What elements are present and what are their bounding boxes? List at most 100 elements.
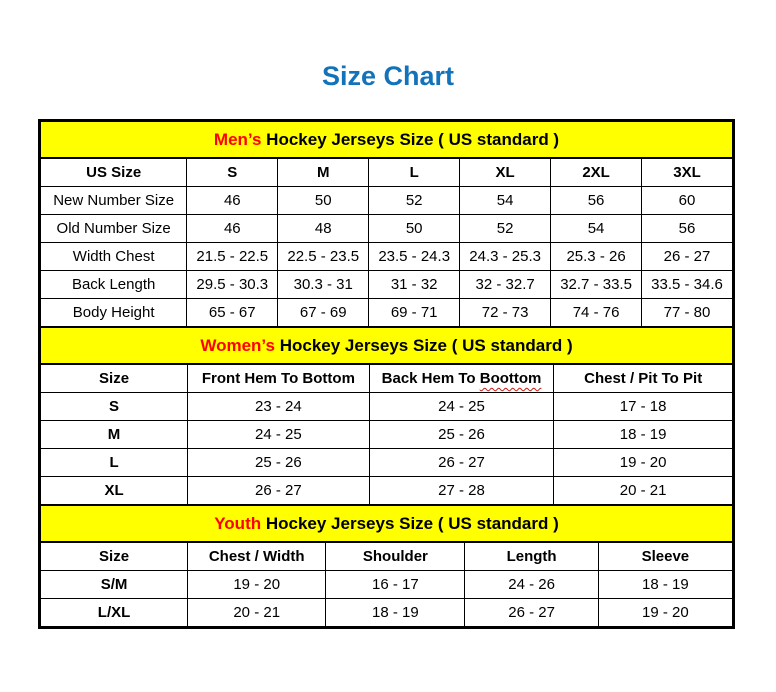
column-header-us-size: US Size: [86, 164, 142, 181]
table-cell: 16 - 17: [325, 571, 464, 598]
table-cell: 22.5 - 23.5: [277, 243, 368, 270]
table-cell: 24 - 25: [368, 393, 554, 420]
page-title: Size Chart: [321, 61, 455, 91]
column-header-3xl: 3XL: [641, 159, 732, 186]
row-label: XL: [104, 482, 124, 499]
table-cell: 24 - 25: [187, 421, 369, 448]
table-cell: 17 - 18: [553, 393, 732, 420]
table-cell: 48: [277, 215, 368, 242]
column-header-m: M: [277, 159, 368, 186]
table-cell: 23.5 - 24.3: [368, 243, 459, 270]
table-cell: 50: [368, 215, 459, 242]
table-row-women-l: L 25 - 26 26 - 27 19 - 20: [41, 448, 732, 476]
table-cell: 20 - 21: [553, 477, 732, 504]
mens-section-title: Hockey Jerseys Size ( US standard ): [261, 129, 560, 149]
row-label: New Number Size: [53, 192, 175, 209]
column-header-size: Size: [99, 370, 130, 387]
column-header-shoulder: Shoulder: [325, 543, 464, 570]
table-row-back-length: Back Length 29.5 - 30.3 30.3 - 31 31 - 3…: [41, 270, 732, 298]
table-cell: 32.7 - 33.5: [550, 271, 641, 298]
table-cell: 65 - 67: [186, 299, 277, 326]
table-row-new-number-size: New Number Size 46 50 52 54 56 60: [41, 186, 732, 214]
table-cell: 26 - 27: [464, 599, 597, 626]
table-cell: 52: [368, 187, 459, 214]
column-header-chest-pit: Chest / Pit To Pit: [553, 365, 732, 392]
table-row-youth-sm: S/M 19 - 20 16 - 17 24 - 26 18 - 19: [41, 570, 732, 598]
back-hem-label-prefix: Back Hem To: [381, 370, 480, 387]
table-cell: 69 - 71: [368, 299, 459, 326]
table-cell: 56: [641, 215, 732, 242]
row-label: L: [109, 454, 119, 471]
column-header-xl: XL: [459, 159, 550, 186]
table-cell: 23 - 24: [187, 393, 369, 420]
table-cell: 26 - 27: [641, 243, 732, 270]
table-cell: 60: [641, 187, 732, 214]
row-label: M: [107, 426, 121, 443]
row-label: S: [109, 398, 120, 415]
back-hem-misspelled-word: Boottom: [479, 370, 542, 387]
table-cell: 54: [459, 187, 550, 214]
youth-section-highlight: Youth: [214, 513, 262, 533]
table-row-youth-lxl: L/XL 20 - 21 18 - 19 26 - 27 19 - 20: [41, 598, 732, 626]
table-cell: 72 - 73: [459, 299, 550, 326]
table-row-body-height: Body Height 65 - 67 67 - 69 69 - 71 72 -…: [41, 298, 732, 326]
table-cell: 19 - 20: [187, 571, 325, 598]
table-cell: 46: [186, 215, 277, 242]
table-cell: 50: [277, 187, 368, 214]
table-row-women-s: S 23 - 24 24 - 25 17 - 18: [41, 392, 732, 420]
table-cell: 24 - 26: [464, 571, 597, 598]
table-cell: 54: [550, 215, 641, 242]
table-row-women-xl: XL 26 - 27 27 - 28 20 - 21: [41, 476, 732, 504]
table-cell: 77 - 80: [641, 299, 732, 326]
table-cell: 19 - 20: [553, 449, 732, 476]
table-row-width-chest: Width Chest 21.5 - 22.5 22.5 - 23.5 23.5…: [41, 242, 732, 270]
table-row-women-m: M 24 - 25 25 - 26 18 - 19: [41, 420, 732, 448]
table-cell: 19 - 20: [597, 599, 732, 626]
womens-column-header-row: Size Front Hem To Bottom Back Hem To Boo…: [41, 365, 732, 392]
table-cell: 25.3 - 26: [550, 243, 641, 270]
table-cell: 32 - 32.7: [459, 271, 550, 298]
table-cell: 25 - 26: [187, 449, 369, 476]
table-cell: 74 - 76: [550, 299, 641, 326]
column-header-size: Size: [99, 548, 130, 565]
table-cell: 18 - 19: [597, 571, 732, 598]
table-cell: 24.3 - 25.3: [459, 243, 550, 270]
row-label: Old Number Size: [56, 220, 171, 237]
womens-section-highlight: Women’s: [200, 335, 275, 355]
row-label: L/XL: [97, 604, 131, 621]
row-label: Back Length: [71, 276, 156, 293]
table-cell: 26 - 27: [368, 449, 554, 476]
table-cell: 20 - 21: [187, 599, 325, 626]
column-header-s: S: [186, 159, 277, 186]
mens-section-header: Men’s Hockey Jerseys Size ( US standard …: [41, 122, 732, 159]
table-cell: 26 - 27: [187, 477, 369, 504]
womens-section-header: Women’s Hockey Jerseys Size ( US standar…: [41, 326, 732, 365]
column-header-sleeve: Sleeve: [597, 543, 732, 570]
row-label: Width Chest: [72, 248, 155, 265]
youth-column-header-row: Size Chest / Width Shoulder Length Sleev…: [41, 543, 732, 570]
row-label: S/M: [100, 576, 128, 593]
column-header-chest-width: Chest / Width: [187, 543, 325, 570]
table-cell: 21.5 - 22.5: [186, 243, 277, 270]
column-header-front-hem: Front Hem To Bottom: [187, 365, 369, 392]
mens-column-header-row: US Size S M L XL 2XL 3XL: [41, 159, 732, 186]
youth-section-header: Youth Hockey Jerseys Size ( US standard …: [41, 504, 732, 543]
table-cell: 56: [550, 187, 641, 214]
column-header-back-hem: Back Hem To Boottom: [368, 365, 554, 392]
table-cell: 52: [459, 215, 550, 242]
table-row-old-number-size: Old Number Size 46 48 50 52 54 56: [41, 214, 732, 242]
table-cell: 31 - 32: [368, 271, 459, 298]
table-cell: 18 - 19: [553, 421, 732, 448]
table-cell: 67 - 69: [277, 299, 368, 326]
size-chart-table: Men’s Hockey Jerseys Size ( US standard …: [38, 119, 735, 629]
row-label: Body Height: [72, 304, 155, 321]
table-cell: 27 - 28: [368, 477, 554, 504]
column-header-length: Length: [464, 543, 597, 570]
youth-section-title: Hockey Jerseys Size ( US standard ): [261, 513, 559, 533]
mens-section-highlight: Men’s: [213, 129, 262, 149]
table-cell: 29.5 - 30.3: [186, 271, 277, 298]
table-cell: 18 - 19: [325, 599, 464, 626]
table-cell: 25 - 26: [368, 421, 554, 448]
table-cell: 46: [186, 187, 277, 214]
